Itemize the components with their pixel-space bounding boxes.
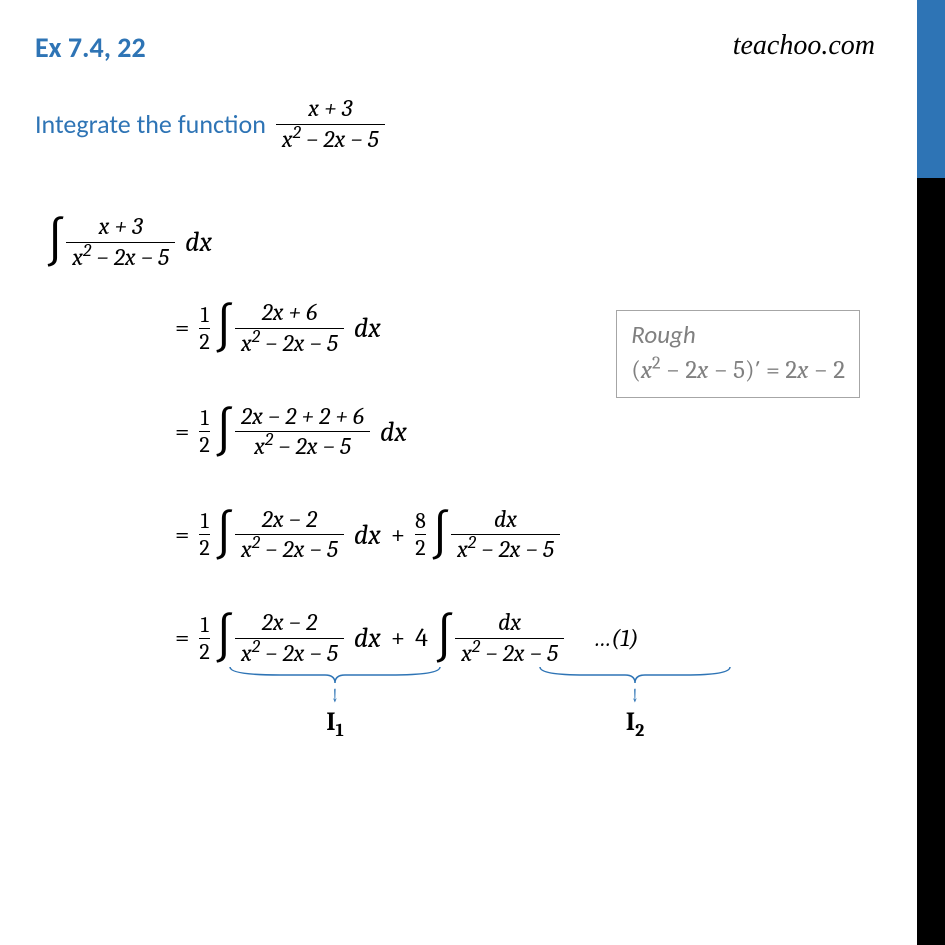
prompt-frac-den: x2 − 2x − 5 bbox=[276, 126, 385, 154]
step-3: = 1 2 ∫ 2x − 2 x2 − 2x − 5 dx + 8 2 ∫ dx… bbox=[165, 506, 905, 564]
step-2: = 1 2 ∫ 2x − 2 + 2 + 6 x2 − 2x − 5 dx bbox=[165, 403, 905, 461]
step2-den: x2 − 2x − 5 bbox=[248, 433, 357, 461]
dx-text: dx bbox=[354, 622, 381, 654]
step4a-den: x2 − 2x − 5 bbox=[235, 640, 344, 668]
plus-sign: + bbox=[391, 623, 405, 653]
header: Ex 7.4, 22 teachoo.com bbox=[35, 30, 885, 65]
step2-num: 2x − 2 + 2 + 6 bbox=[235, 403, 370, 431]
step4a-num: 2x − 2 bbox=[256, 609, 323, 637]
step0-frac: x + 3 x2 − 2x − 5 bbox=[66, 213, 175, 271]
down-arrow-icon: ↓ bbox=[332, 685, 338, 707]
step4-frac-b: dx x2 − 2x − 5 bbox=[455, 609, 564, 667]
brace-row: ↓ I1 ↓ I2 bbox=[185, 665, 905, 741]
rough-title: Rough bbox=[631, 319, 845, 350]
step4-frac-a: 2x − 2 x2 − 2x − 5 bbox=[235, 609, 344, 667]
equals-sign: = bbox=[175, 417, 189, 447]
step1-den: x2 − 2x − 5 bbox=[235, 330, 344, 358]
rough-expression: (x2 − 2x − 5)′ = 2x − 2 bbox=[631, 356, 845, 385]
exercise-title: Ex 7.4, 22 bbox=[35, 30, 146, 65]
i2-label: I2 bbox=[626, 707, 644, 741]
step1-frac: 2x + 6 x2 − 2x − 5 bbox=[235, 299, 344, 357]
step3-frac-a: 2x − 2 x2 − 2x − 5 bbox=[235, 506, 344, 564]
step3b-den: x2 − 2x − 5 bbox=[451, 536, 560, 564]
coef-8-2: 8 2 bbox=[415, 510, 426, 559]
underbrace-icon bbox=[535, 665, 735, 685]
coef-half: 1 2 bbox=[199, 407, 209, 456]
rough-box: Rough (x2 − 2x − 5)′ = 2x − 2 bbox=[616, 310, 860, 398]
step3-frac-b: dx x2 − 2x − 5 bbox=[451, 506, 560, 564]
step3b-num: dx bbox=[488, 506, 523, 534]
step1-num: 2x + 6 bbox=[256, 299, 324, 327]
step-4: = 1 2 ∫ 2x − 2 x2 − 2x − 5 dx + 4 ∫ dx x… bbox=[165, 609, 905, 667]
side-bar-top bbox=[917, 0, 945, 178]
equals-sign: = bbox=[175, 520, 189, 550]
equals-sign: = bbox=[175, 313, 189, 343]
side-accent-bar bbox=[917, 0, 945, 945]
plus-sign: + bbox=[391, 520, 405, 550]
prompt-text: Integrate the function bbox=[35, 108, 266, 140]
dx-text: dx bbox=[354, 312, 381, 344]
prompt-frac-num: x + 3 bbox=[302, 95, 358, 123]
step0-den: x2 − 2x − 5 bbox=[66, 244, 175, 272]
page: Ex 7.4, 22 teachoo.com Integrate the fun… bbox=[0, 0, 905, 945]
prompt: Integrate the function x + 3 x2 − 2x − 5 bbox=[35, 95, 905, 153]
i1-label: I1 bbox=[326, 707, 344, 741]
coef-4: 4 bbox=[415, 623, 428, 653]
dx-text: dx bbox=[185, 226, 212, 258]
brace-i1: ↓ I1 bbox=[225, 665, 445, 741]
prompt-fraction: x + 3 x2 − 2x − 5 bbox=[276, 95, 385, 153]
step4b-num: dx bbox=[492, 609, 527, 637]
step-0: ∫ x + 3 x2 − 2x − 5 dx bbox=[45, 213, 905, 271]
down-arrow-icon: ↓ bbox=[632, 685, 638, 707]
step4b-den: x2 − 2x − 5 bbox=[455, 640, 564, 668]
coef-half-a: 1 2 bbox=[199, 510, 209, 559]
step3a-num: 2x − 2 bbox=[256, 506, 323, 534]
step0-num: x + 3 bbox=[93, 213, 149, 241]
dx-text: dx bbox=[354, 519, 381, 551]
dx-text: dx bbox=[380, 416, 407, 448]
brand-logo: teachoo.com bbox=[733, 30, 885, 62]
side-bar-bottom bbox=[917, 178, 945, 945]
step2-frac: 2x − 2 + 2 + 6 x2 − 2x − 5 bbox=[235, 403, 370, 461]
brace-i2: ↓ I2 bbox=[535, 665, 735, 741]
equation-label: …(1) bbox=[594, 624, 639, 652]
equals-sign: = bbox=[175, 623, 189, 653]
underbrace-icon bbox=[225, 665, 445, 685]
coef-half-a4: 1 2 bbox=[199, 614, 209, 663]
coef-half: 1 2 bbox=[199, 304, 209, 353]
step3a-den: x2 − 2x − 5 bbox=[235, 536, 344, 564]
